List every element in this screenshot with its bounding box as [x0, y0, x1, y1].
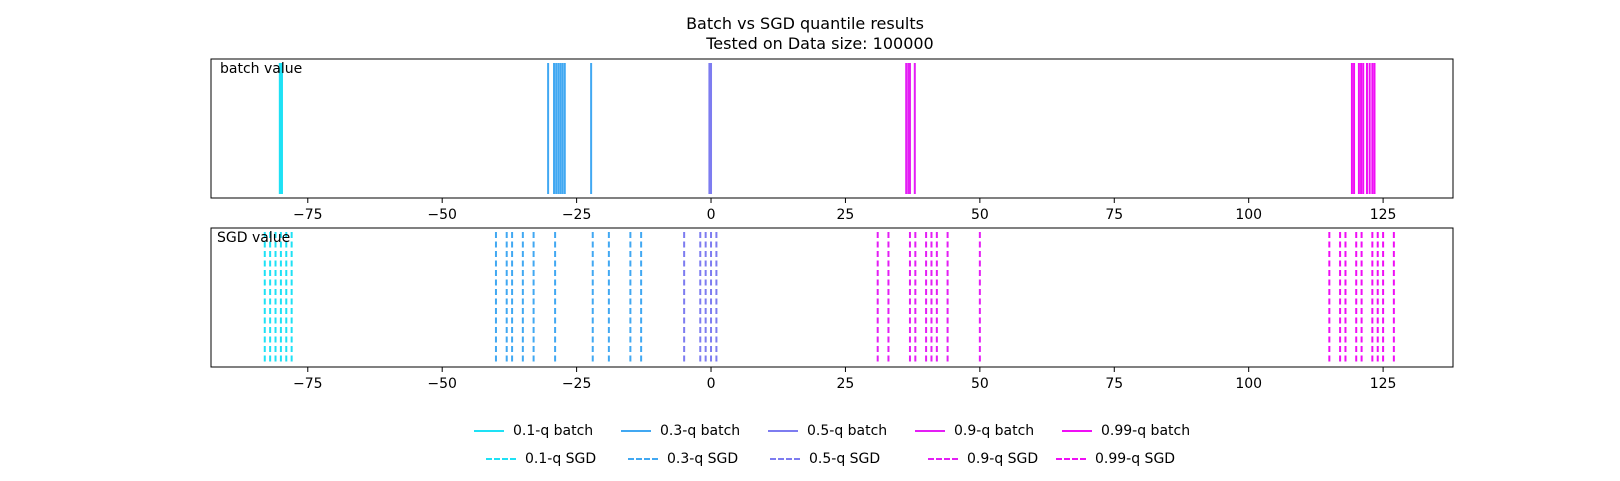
legend-label: 0.99-q batch	[1101, 423, 1191, 439]
batch-panel: batch value −75 −50 −25 0 25 50 75 100 125	[210, 58, 1454, 223]
x-tick-label-0-8: 125	[1370, 207, 1397, 223]
panel-label-0: batch value	[220, 61, 302, 77]
legend-item-0-9-q-sgd: 0.9-q SGD	[928, 449, 1038, 469]
legend-item-0-1-q-batch: 0.1-q batch	[474, 421, 593, 441]
x-tick-label-0-3: 0	[707, 207, 716, 223]
legend-swatch	[486, 458, 516, 460]
legend-swatch	[915, 430, 945, 432]
legend-label: 0.3-q SGD	[667, 451, 739, 467]
legend-label: 0.1-q batch	[513, 423, 594, 439]
legend-swatch	[1056, 458, 1086, 460]
x-tick-label-1-4: 25	[837, 376, 855, 392]
legend-swatch	[621, 430, 651, 432]
legend-label: 0.3-q batch	[660, 423, 741, 439]
legend-item-0-1-q-sgd: 0.1-q SGD	[486, 449, 596, 469]
legend-row-batch: 0.1-q batch 0.3-q batch 0.5-q batch 0.9-q b…	[0, 421, 1620, 441]
x-tick-label-1-8: 125	[1370, 376, 1397, 392]
x-tick-label-1-6: 75	[1105, 376, 1123, 392]
legend-item-0-5-q-sgd: 0.5-q SGD	[770, 449, 880, 469]
x-tick-label-1-5: 50	[971, 376, 989, 392]
x-tick-label-0-5: 50	[971, 207, 989, 223]
legend-swatch	[770, 458, 800, 460]
x-tick-label-0-7: 100	[1235, 207, 1262, 223]
legend-swatch	[928, 458, 958, 460]
legend-label: 0.1-q SGD	[525, 451, 597, 467]
axes-frame-1	[210, 227, 1454, 368]
legend-item-0-3-q-batch: 0.3-q batch	[621, 421, 740, 441]
legend-swatch	[628, 458, 658, 460]
legend-item-0-3-q-sgd: 0.3-q SGD	[628, 449, 738, 469]
x-tick-label-1-1: −50	[427, 376, 457, 392]
legend-item-0-99-q-sgd: 0.99-q SGD	[1056, 449, 1175, 469]
x-tick-label-1-0: −75	[293, 376, 323, 392]
sgd-panel: SGD value −75 −50 −25 0 25 50 75 100 125	[210, 227, 1454, 392]
legend-label: 0.9-q SGD	[967, 451, 1039, 467]
legend-swatch	[474, 430, 504, 432]
x-tick-label-1-2: −25	[562, 376, 592, 392]
legend-label: 0.99-q SGD	[1095, 451, 1176, 467]
x-tick-label-0-0: −75	[293, 207, 323, 223]
axes-frame-0	[210, 58, 1454, 199]
panel-label-1: SGD value	[217, 230, 290, 246]
chart-title: Batch vs SGD quantile results	[686, 14, 924, 33]
x-tick-label-0-2: −25	[562, 207, 592, 223]
x-tick-label-1-7: 100	[1235, 376, 1262, 392]
legend-row-sgd: 0.1-q SGD 0.3-q SGD 0.5-q SGD 0.9-q SGD 0.99…	[0, 449, 1620, 469]
x-tick-label-0-6: 75	[1105, 207, 1123, 223]
legend-label: 0.9-q batch	[954, 423, 1035, 439]
x-tick-label-0-4: 25	[837, 207, 855, 223]
legend-item-0-99-q-batch: 0.99-q batch	[1062, 421, 1190, 441]
legend-label: 0.5-q batch	[807, 423, 888, 439]
x-tick-label-0-1: −50	[427, 207, 457, 223]
legend-item-0-5-q-batch: 0.5-q batch	[768, 421, 887, 441]
legend-swatch	[1062, 430, 1092, 432]
legend-swatch	[768, 430, 798, 432]
x-tick-label-1-3: 0	[707, 376, 716, 392]
legend-item-0-9-q-batch: 0.9-q batch	[915, 421, 1034, 441]
chart-subtitle: Tested on Data size: 100000	[706, 34, 934, 53]
legend-label: 0.5-q SGD	[809, 451, 881, 467]
